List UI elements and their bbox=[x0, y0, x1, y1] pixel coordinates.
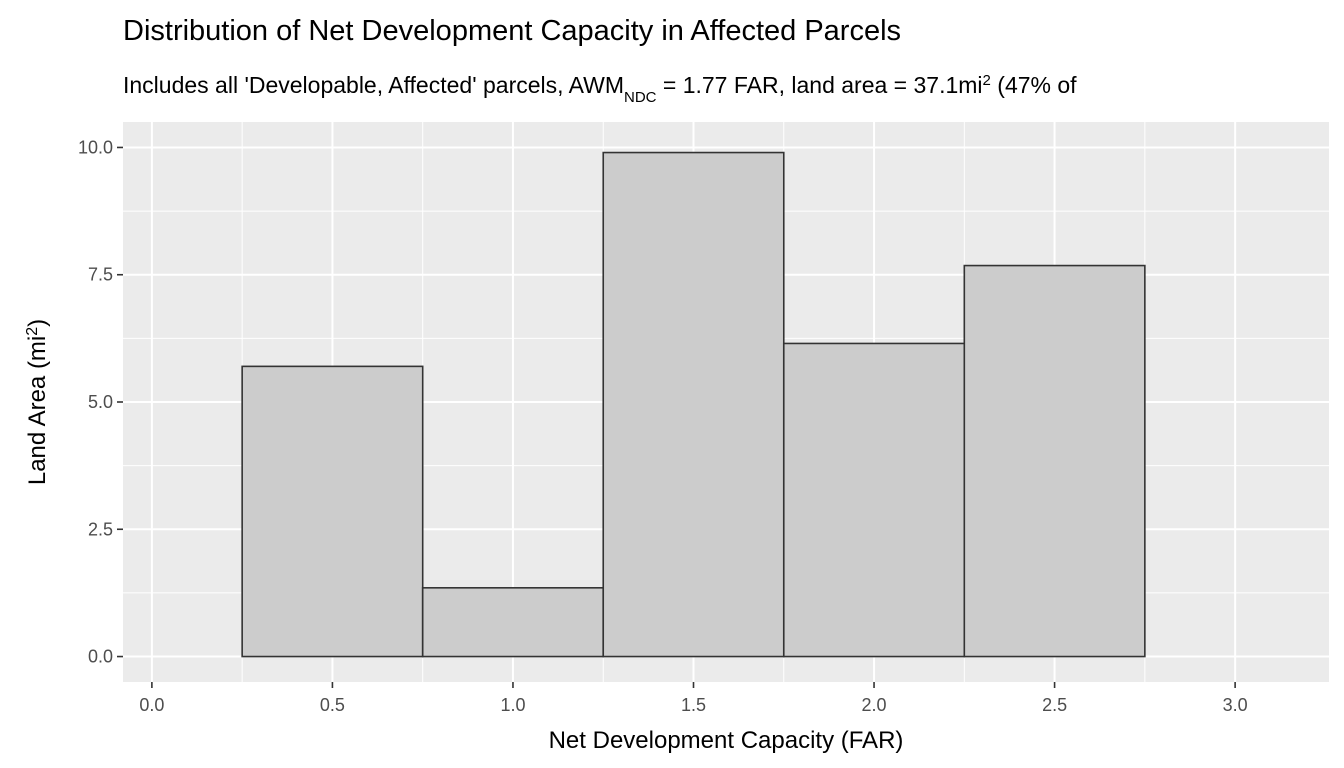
x-tick-label: 1.0 bbox=[500, 695, 525, 715]
histogram-bar bbox=[782, 342, 966, 658]
x-axis-title: Net Development Capacity (FAR) bbox=[549, 727, 904, 754]
x-tick-label: 3.0 bbox=[1223, 695, 1248, 715]
x-tick-label: 1.5 bbox=[681, 695, 706, 715]
axis-ticks bbox=[117, 146, 1236, 688]
x-tick-label: 2.5 bbox=[1042, 695, 1067, 715]
x-tick-label: 0.0 bbox=[139, 695, 164, 715]
subtitle-part2: = 1.77 FAR, land area = 37.1mi bbox=[657, 72, 983, 98]
subtitle-superscript: 2 bbox=[983, 72, 991, 89]
y-tick-label: 10.0 bbox=[78, 137, 113, 157]
y-tick-label: 0.0 bbox=[88, 647, 113, 667]
subtitle-subscript: NDC bbox=[624, 89, 657, 106]
bars bbox=[241, 151, 1146, 658]
y-axis-title-main: Land Area (mi bbox=[24, 336, 51, 485]
subtitle-part3: (47% of bbox=[991, 72, 1077, 98]
y-axis-title-superscript: 2 bbox=[24, 327, 41, 336]
y-tick-label: 7.5 bbox=[88, 265, 113, 285]
histogram-bar bbox=[421, 587, 605, 658]
y-axis-title: Land Area (mi2) bbox=[24, 319, 52, 485]
y-tick-label: 2.5 bbox=[88, 519, 113, 539]
axis-tick-labels: 0.0 2.5 5.0 7.5 10.0 0.0 0.5 1.0 1.5 2.0 2.5 3.0 bbox=[78, 137, 1248, 715]
y-axis-title-close: ) bbox=[24, 319, 51, 327]
histogram-bar bbox=[241, 365, 424, 658]
subtitle-part1: Includes all 'Developable, Affected' par… bbox=[123, 72, 624, 98]
x-tick-label: 2.0 bbox=[862, 695, 887, 715]
x-tick-label: 0.5 bbox=[320, 695, 345, 715]
y-tick-label: 5.0 bbox=[88, 392, 113, 412]
chart-subtitle: Includes all 'Developable, Affected' par… bbox=[123, 72, 1077, 106]
chart-title: Distribution of Net Development Capacity… bbox=[123, 15, 901, 47]
histogram-bar bbox=[602, 151, 785, 658]
histogram-bar bbox=[963, 264, 1146, 658]
